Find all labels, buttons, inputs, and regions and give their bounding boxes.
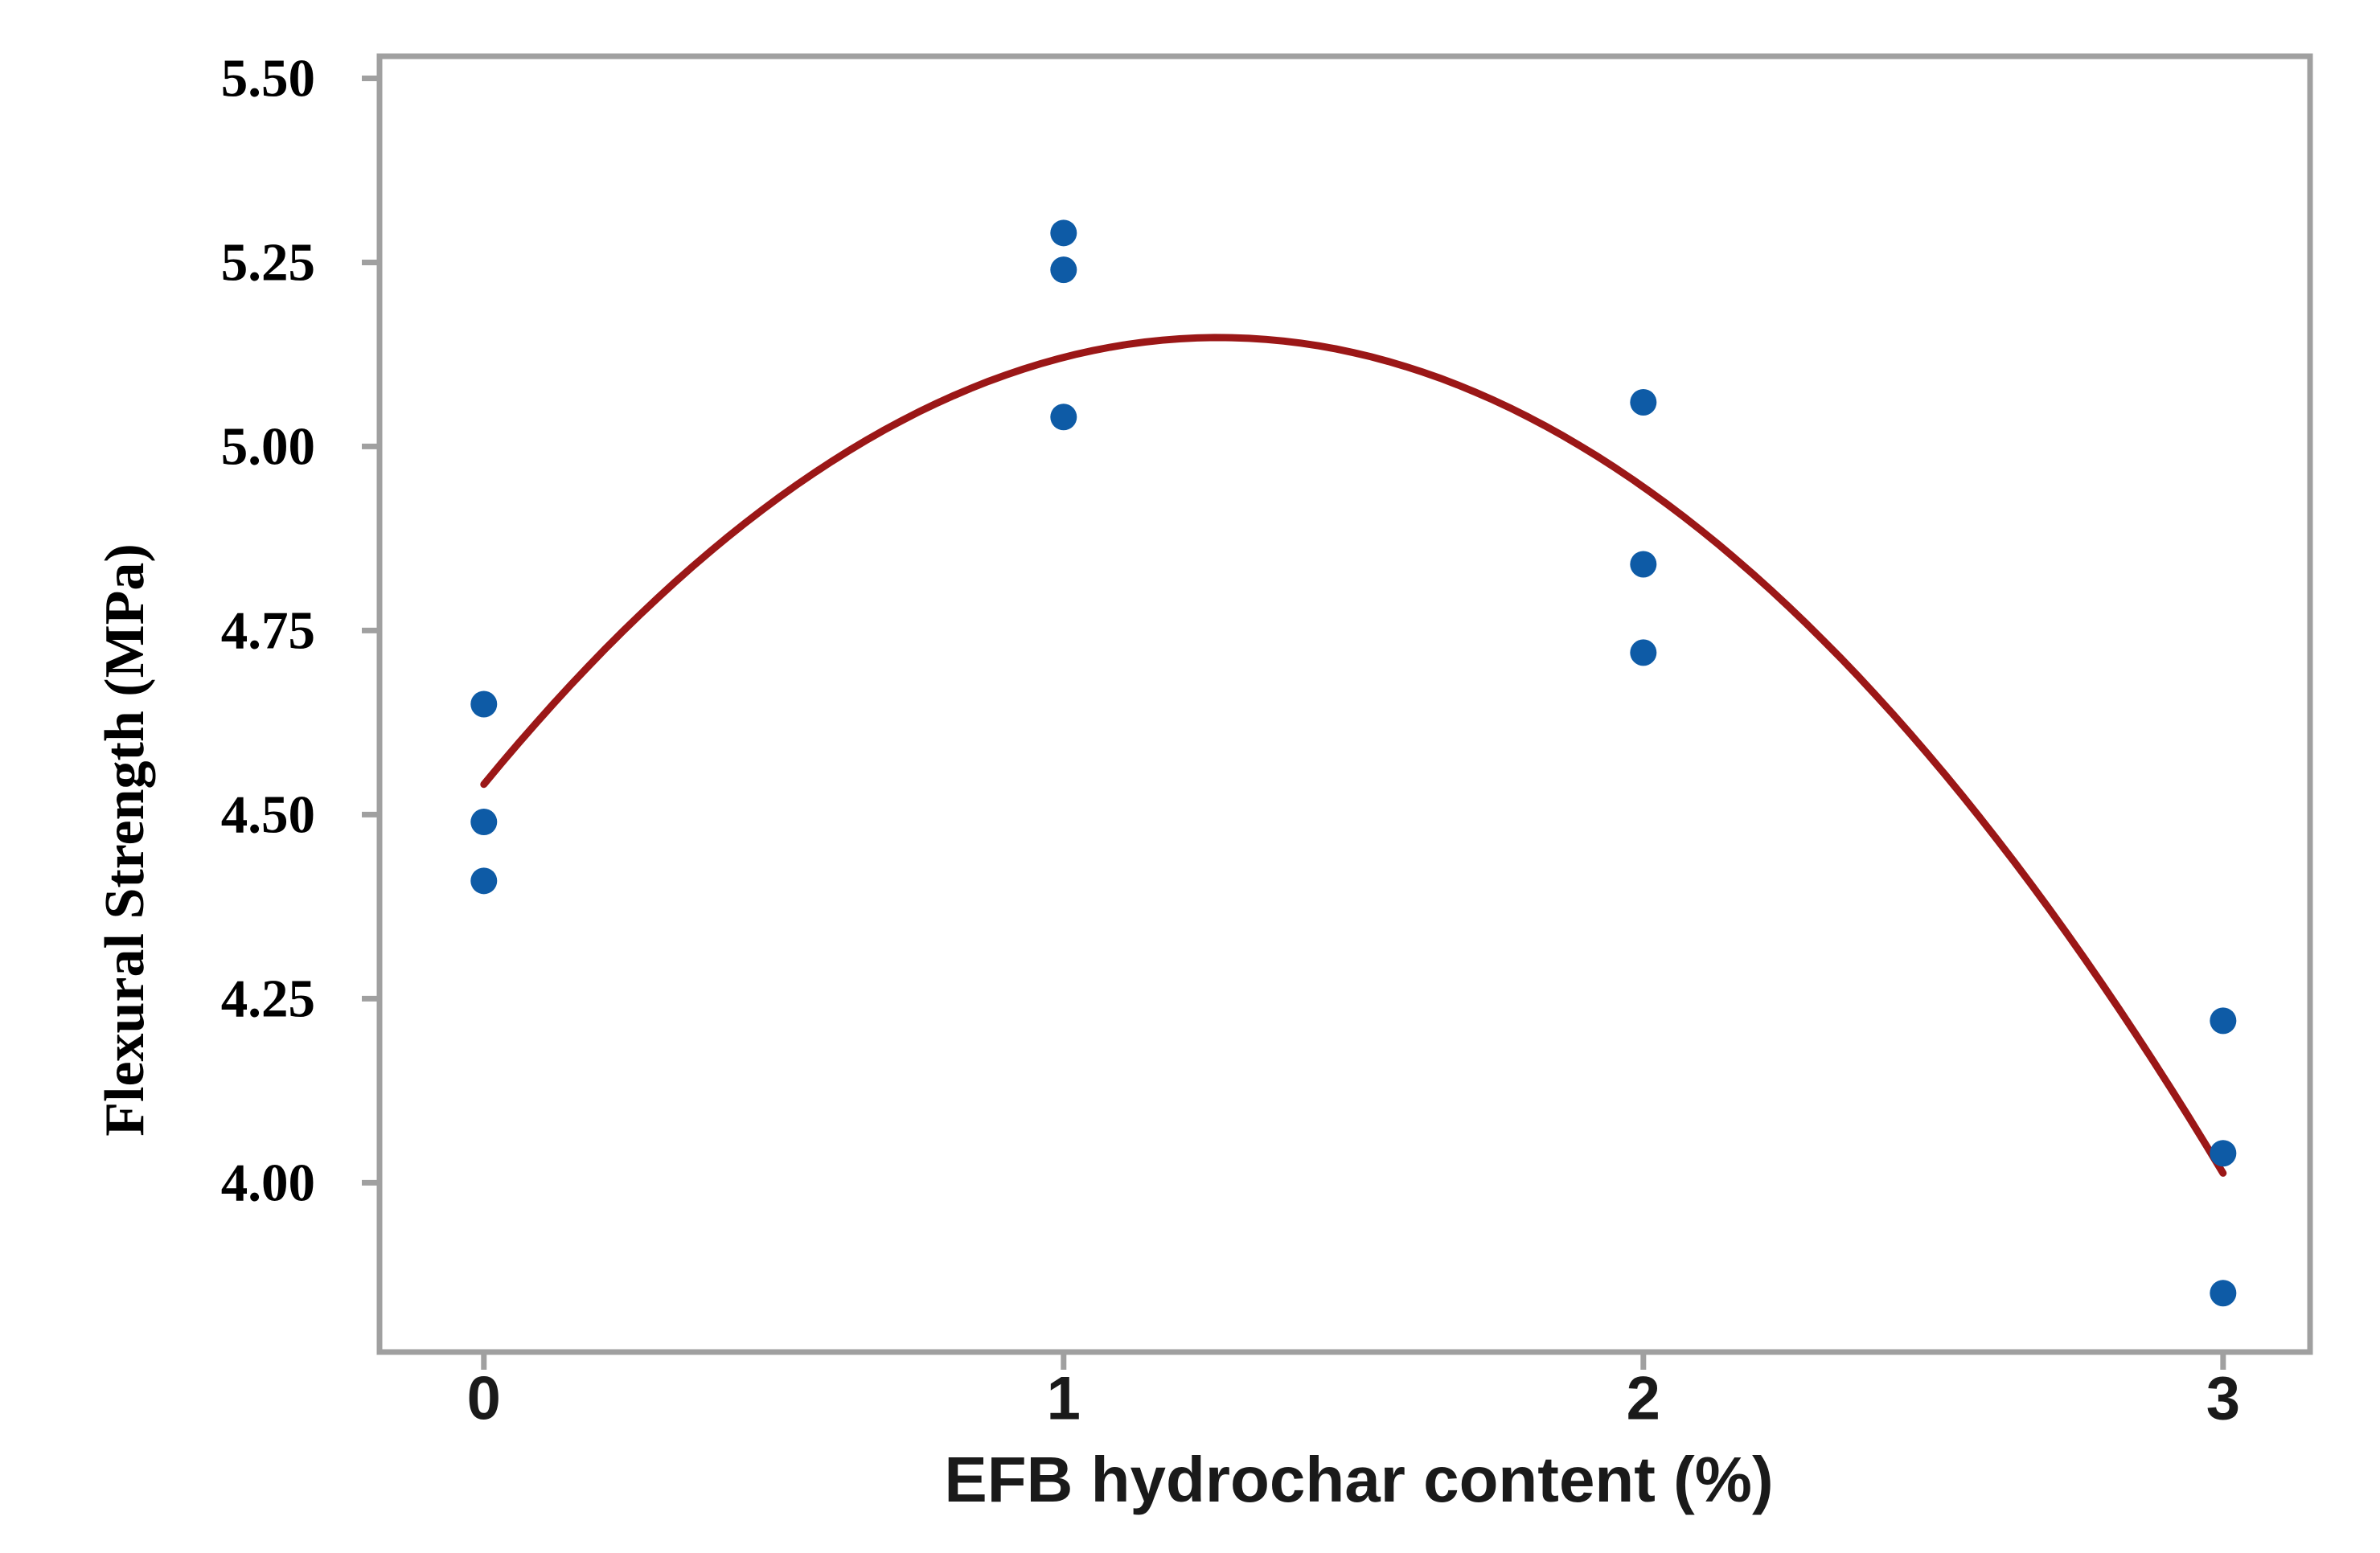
y-tick-label: 4.25 xyxy=(221,969,315,1028)
x-tick-label: 1 xyxy=(1047,1365,1081,1433)
data-point xyxy=(2210,1140,2237,1167)
data-point xyxy=(2210,1007,2237,1035)
data-point xyxy=(1050,219,1077,247)
x-axis-ticks: 0 1 2 3 xyxy=(467,1352,2240,1433)
x-tick-label: 2 xyxy=(1627,1365,1660,1433)
data-point xyxy=(1630,388,1657,416)
x-tick-label: 3 xyxy=(2206,1365,2240,1433)
y-tick-label: 4.50 xyxy=(221,785,315,844)
y-axis-title: Flexural Strength (MPa) xyxy=(94,543,156,1136)
y-tick-label: 5.50 xyxy=(221,48,315,108)
plot-area-border xyxy=(376,53,2313,1355)
y-axis-ticks: 4.00 4.25 4.50 4.75 5.00 5.25 5.50 xyxy=(221,48,380,1212)
data-point xyxy=(1630,551,1657,578)
data-points-layer xyxy=(470,219,2237,1307)
data-point xyxy=(1050,256,1077,284)
data-point xyxy=(470,867,498,895)
x-axis-title: EFB hydrochar content (%) xyxy=(944,1444,1773,1515)
regression-fit-curve xyxy=(480,334,2227,1177)
data-point xyxy=(1630,639,1657,666)
x-tick-label: 0 xyxy=(467,1365,501,1433)
y-tick-label: 5.00 xyxy=(221,416,315,476)
data-point xyxy=(470,809,498,836)
data-point xyxy=(2210,1280,2237,1307)
data-point xyxy=(1050,404,1077,431)
data-point xyxy=(470,690,498,718)
y-tick-label: 4.00 xyxy=(221,1153,315,1212)
y-tick-label: 4.75 xyxy=(221,600,315,660)
y-tick-label: 5.25 xyxy=(221,232,315,292)
fit-curve-layer xyxy=(480,334,2227,1177)
